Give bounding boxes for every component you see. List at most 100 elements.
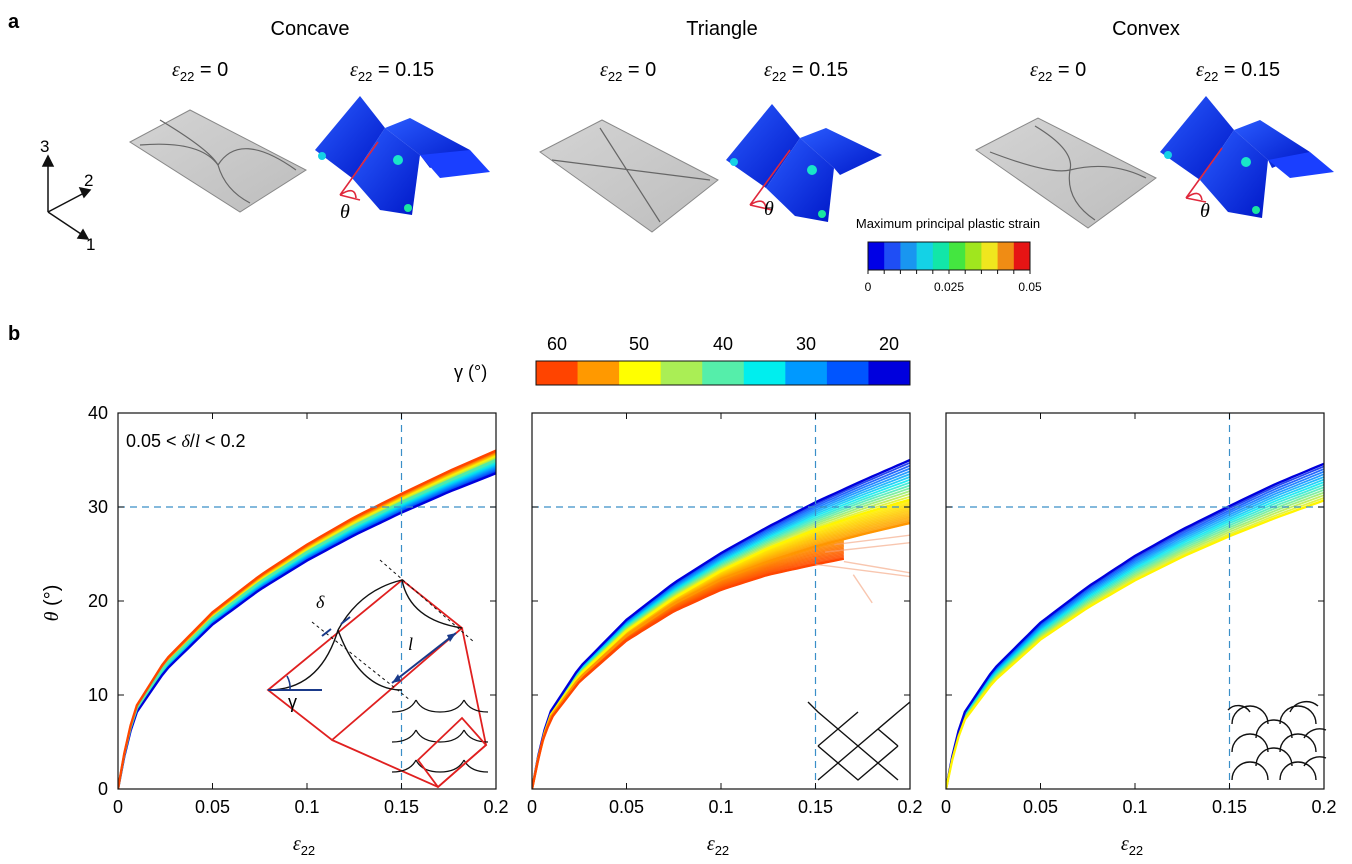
x-tick-label: 0.1: [294, 797, 319, 817]
gamma-colorbar-segment: [536, 361, 579, 385]
strain-tick-1: 0.025: [934, 280, 964, 294]
gamma-colorbar-segment: [743, 361, 786, 385]
svg-text:ε22 = 0.15: ε22 = 0.15: [764, 59, 848, 84]
series-line: [532, 495, 910, 789]
x-tick-label: 0.15: [798, 797, 833, 817]
gamma-tick-0: 60: [547, 334, 567, 354]
svg-text:ε22 = 0: ε22 = 0: [600, 59, 656, 84]
ratio-annotation: 0.05 < δ/l < 0.2: [126, 431, 246, 451]
gamma-colorbar-label: γ (°): [454, 362, 487, 382]
series-line: [532, 492, 910, 789]
svg-text:ε22 = 0: ε22 = 0: [172, 59, 228, 84]
plate-triangle-undeformed: [539, 119, 719, 233]
series-group: [118, 449, 496, 789]
series-line-gamma-60: [118, 449, 496, 789]
series-line: [946, 481, 1324, 789]
inset-convex-pattern: [1227, 700, 1327, 781]
inset-gamma-label: γ: [288, 692, 297, 712]
theta-label-triangle: θ: [764, 198, 774, 220]
series-line: [532, 501, 910, 789]
series-line: [118, 450, 496, 789]
y-axis-label: θ (°): [41, 585, 63, 622]
strain-colorbar: [867, 241, 1031, 274]
x-tick-label: 0.1: [1122, 797, 1147, 817]
x-tick-label: 0: [527, 797, 537, 817]
chart-concave: 0 0.05 0.1 0.15 0.2 0 10 20 30 40: [88, 403, 509, 817]
strain-labels: ε22 = 0 ε22 = 0.15 ε22 = 0 ε22 = 0.15 ε2…: [172, 59, 1280, 84]
series-line: [946, 491, 1324, 789]
plate-triangle-deformed: θ: [726, 104, 882, 222]
x-tick-label: 0.1: [708, 797, 733, 817]
y-tick-label: 20: [88, 591, 108, 611]
gamma-tick-3: 30: [796, 334, 816, 354]
x-tick-label: 0.2: [897, 797, 922, 817]
gamma-tick-1: 50: [629, 334, 649, 354]
series-line: [118, 470, 496, 789]
x-tick-label: 0: [941, 797, 951, 817]
series-line: [946, 486, 1324, 789]
strain-tick-2: 0.05: [1018, 280, 1042, 294]
inset-triangle-pattern: [807, 701, 911, 781]
gamma-colorbar-segment: [826, 361, 869, 385]
plate-convex-deformed: θ: [1160, 96, 1334, 222]
strain-colorbar-segment: [916, 242, 934, 270]
gamma-colorbar-frame: [535, 360, 911, 386]
x-tick-label: 0.05: [195, 797, 230, 817]
x-tick-label: 0.2: [1311, 797, 1336, 817]
series-line: [118, 467, 496, 789]
strain-colorbar-segment: [997, 242, 1015, 270]
series-line: [118, 449, 496, 789]
group-title-concave: Concave: [271, 18, 350, 40]
chart-convex: 0 0.05 0.1 0.15 0.2: [941, 412, 1337, 817]
axes-triad: [41, 154, 92, 240]
plate-concave-undeformed: [129, 109, 308, 213]
y-tick-label: 30: [88, 497, 108, 517]
chart-triangle: 0 0.05 0.1 0.15 0.2: [527, 412, 923, 817]
gamma-colorbar-segment: [577, 361, 620, 385]
y-tick-label: 40: [88, 403, 108, 423]
faded-trace: [815, 563, 910, 578]
strain-colorbar-segment: [868, 242, 885, 270]
plot-frame: [117, 412, 497, 790]
gamma-colorbar-segment: [660, 361, 703, 385]
series-line: [946, 462, 1324, 789]
svg-text:ε22 = 0: ε22 = 0: [1030, 59, 1086, 84]
series-group: [532, 458, 910, 789]
faded-trace: [852, 574, 873, 604]
axis-3-label: 3: [40, 137, 49, 156]
theta-label-convex: θ: [1200, 200, 1210, 222]
x-tick-label: 0.15: [384, 797, 419, 817]
y-tick-label: 10: [88, 685, 108, 705]
gamma-tick-4: 20: [879, 334, 899, 354]
inset-l-label: l: [408, 634, 413, 654]
x-tick-label: 0.05: [1023, 797, 1058, 817]
series-line: [532, 503, 910, 789]
strain-colorbar-segment: [1013, 242, 1031, 270]
gamma-tick-2: 40: [713, 334, 733, 354]
plot-frame: [531, 412, 911, 790]
strain-colorbar-title: Maximum principal plastic strain: [856, 216, 1040, 231]
svg-text:ε22 = 0.15: ε22 = 0.15: [350, 59, 434, 84]
gamma-colorbar-segment: [619, 361, 662, 385]
gamma-colorbar-segment: [785, 361, 828, 385]
plot-frame: [945, 412, 1325, 790]
series-line: [946, 478, 1324, 789]
theta-label-concave: θ: [340, 201, 350, 223]
strain-tick-0: 0: [865, 280, 872, 294]
series-line: [946, 489, 1324, 789]
x-tick-label: 0: [113, 797, 123, 817]
x-axis-label-concave: ε22: [293, 833, 315, 858]
series-line: [532, 508, 910, 789]
strain-colorbar-segment: [884, 242, 901, 270]
faded-trace: [843, 560, 910, 574]
series-line-gamma-60: [532, 557, 845, 789]
strain-colorbar-segment: [981, 242, 999, 270]
strain-colorbar-segment: [949, 242, 966, 270]
x-tick-label: 0.05: [609, 797, 644, 817]
faded-trace: [834, 534, 910, 546]
group-title-convex: Convex: [1112, 18, 1180, 40]
series-line-gamma-40: [118, 458, 496, 789]
axis-2-label: 2: [84, 171, 93, 190]
x-axis-label-triangle: ε22: [707, 833, 729, 858]
